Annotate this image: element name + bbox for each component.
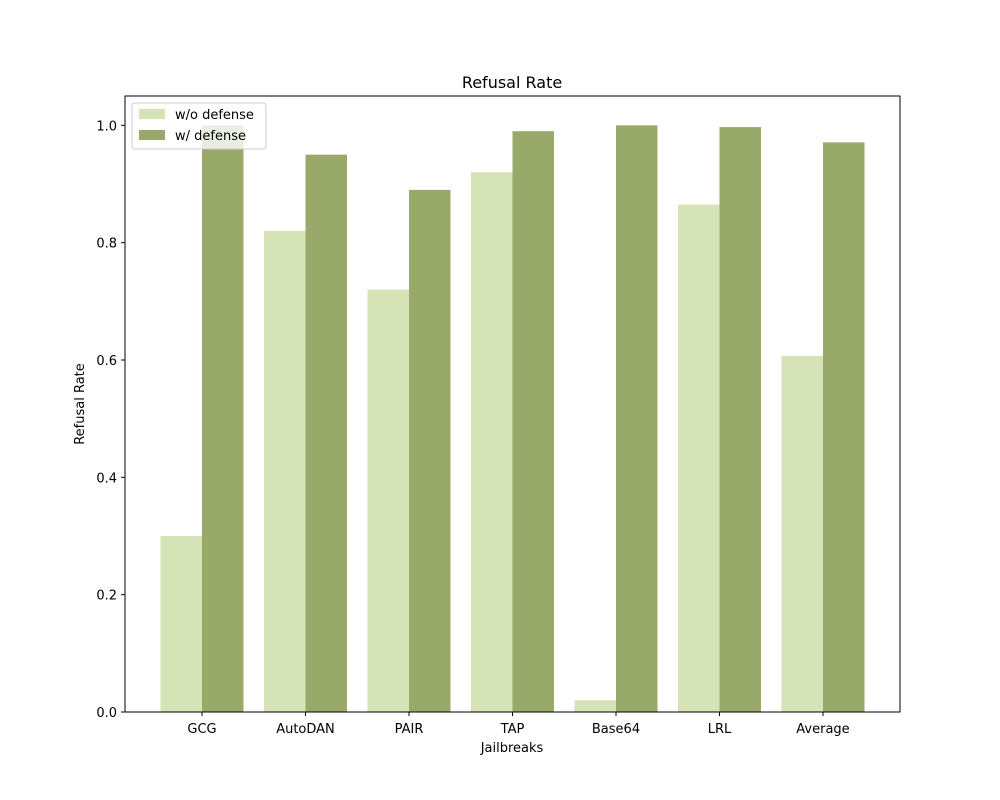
- plot-frame: [124, 95, 901, 713]
- x-tick-label: GCG: [187, 722, 216, 737]
- bar-wo-defense-tap: [471, 172, 513, 712]
- bar-w-defense-pair: [409, 189, 451, 712]
- x-axis-ticks: GCG AutoDAN PAIR TAP Base64 LRL Average: [187, 712, 850, 737]
- x-axis-title: Jailbreaks: [480, 741, 544, 756]
- legend-box: [131, 102, 267, 150]
- bar-w-defense-autodan: [305, 154, 347, 712]
- legend-label-w-defense: w/ defense: [175, 129, 246, 144]
- bar-wo-defense-lrl: [678, 204, 720, 713]
- x-tick-label: Average: [796, 722, 849, 737]
- legend-swatch-wo-defense: [139, 109, 165, 119]
- x-tick-label: AutoDAN: [276, 722, 335, 737]
- y-tick-label: 0.0: [96, 706, 117, 721]
- bar-wo-defense-pair: [367, 289, 409, 712]
- legend-swatch-w-defense: [139, 130, 165, 140]
- chart-title: Refusal Rate: [462, 73, 562, 92]
- y-tick-label: 0.2: [96, 589, 117, 604]
- legend-label-wo-defense: w/o defense: [175, 108, 254, 123]
- y-tick-label: 0.6: [96, 354, 117, 369]
- x-tick-label: TAP: [500, 722, 525, 737]
- bar-w-defense-average: [823, 142, 865, 712]
- y-axis-title: Refusal Rate: [73, 363, 88, 445]
- bars-group: [160, 125, 865, 713]
- bar-w-defense-base64: [616, 125, 658, 713]
- bar-wo-defense-gcg: [160, 536, 202, 712]
- bar-wo-defense-base64: [574, 700, 616, 712]
- x-tick-label: PAIR: [395, 722, 424, 737]
- y-tick-label: 0.4: [96, 471, 117, 486]
- bar-w-defense-gcg: [202, 125, 244, 713]
- bar-wo-defense-average: [781, 355, 823, 712]
- bar-w-defense-lrl: [719, 127, 761, 713]
- bar-wo-defense-autodan: [264, 230, 306, 712]
- y-tick-label: 0.8: [96, 237, 117, 252]
- legend: w/o defense w/ defense: [131, 102, 267, 150]
- bar-w-defense-tap: [512, 131, 554, 712]
- x-tick-label: Base64: [592, 722, 640, 737]
- y-tick-label: 1.0: [96, 119, 117, 134]
- y-axis-ticks: 0.0 0.2 0.4 0.6 0.8 1.0: [96, 119, 125, 721]
- x-tick-label: LRL: [708, 722, 732, 737]
